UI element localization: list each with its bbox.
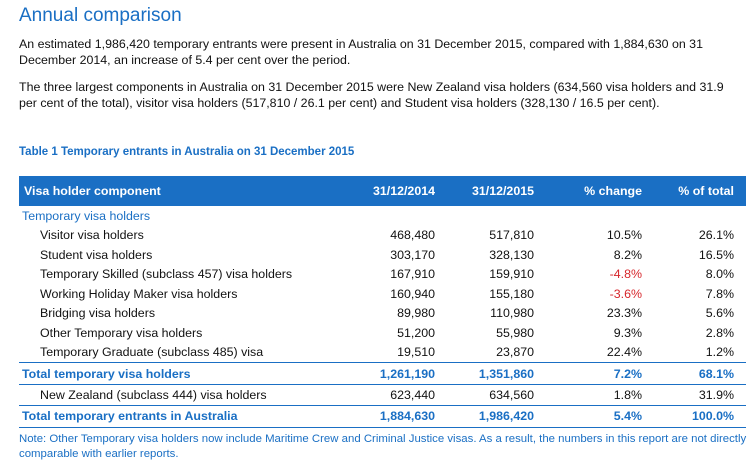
table-row: New Zealand (subclass 444) visa holders … xyxy=(19,385,746,406)
value-2015: 1,351,860 xyxy=(435,362,534,385)
temporary-entrants-table: Visa holder component 31/12/2014 31/12/2… xyxy=(19,176,746,428)
value-share: 1.2% xyxy=(705,345,734,360)
value-share: 100.0% xyxy=(642,404,746,428)
value-2014: 51,200 xyxy=(397,325,435,340)
row-label: Temporary Graduate (subclass 485) visa xyxy=(40,345,264,360)
value-2015: 110,980 xyxy=(490,306,534,321)
value-2015: 517,810 xyxy=(489,228,534,243)
table-row: Temporary Graduate (subclass 485) visa 1… xyxy=(19,343,746,363)
value-2014: 19,510 xyxy=(397,345,435,360)
value-2014: 167,910 xyxy=(390,267,435,282)
value-2014: 160,940 xyxy=(390,286,435,301)
value-change: -4.8% xyxy=(609,267,642,282)
value-share: 16.5% xyxy=(698,247,734,262)
row-label: Working Holiday Maker visa holders xyxy=(40,286,238,301)
value-2015: 159,910 xyxy=(489,267,534,282)
table-row: Student visa holders 303,170 328,130 8.2… xyxy=(19,245,746,265)
section-row: Temporary visa holders xyxy=(19,206,746,226)
value-2014: 468,480 xyxy=(390,228,435,243)
row-label: Total temporary entrants in Australia xyxy=(19,404,336,428)
table-row: Other Temporary visa holders 51,200 55,9… xyxy=(19,323,746,343)
row-label: New Zealand (subclass 444) visa holders xyxy=(40,387,267,402)
value-2014: 1,884,630 xyxy=(336,404,435,428)
section-label: Temporary visa holders xyxy=(22,208,151,223)
table-note: Note: Other Temporary visa holders now i… xyxy=(19,433,747,460)
value-2015: 1,986,420 xyxy=(435,404,534,428)
table-caption: Table 1 Temporary entrants in Australia … xyxy=(19,146,355,158)
value-change: 9.3% xyxy=(613,325,642,340)
table-header-row: Visa holder component 31/12/2014 31/12/2… xyxy=(19,176,746,206)
value-change: 8.2% xyxy=(613,247,642,262)
row-label: Student visa holders xyxy=(40,247,153,262)
value-2015: 55,980 xyxy=(496,325,534,340)
value-change: -3.6% xyxy=(609,286,642,301)
table-row: Working Holiday Maker visa holders 160,9… xyxy=(19,284,746,304)
table-row: Temporary Skilled (subclass 457) visa ho… xyxy=(19,265,746,285)
value-2014: 623,440 xyxy=(390,387,435,402)
subtotal-row: Total temporary visa holders 1,261,190 1… xyxy=(19,362,746,385)
header-change: % change xyxy=(534,176,642,206)
value-2014: 1,261,190 xyxy=(336,362,435,385)
value-change: 7.2% xyxy=(534,362,642,385)
value-change: 10.5% xyxy=(606,228,642,243)
value-2015: 634,560 xyxy=(489,387,534,402)
header-2014: 31/12/2014 xyxy=(336,176,435,206)
value-share: 5.6% xyxy=(705,306,734,321)
value-share: 8.0% xyxy=(705,267,734,282)
table-row: Bridging visa holders 89,980 110,980 23.… xyxy=(19,304,746,324)
row-label: Other Temporary visa holders xyxy=(40,325,203,340)
table-row: Visitor visa holders 468,480 517,810 10.… xyxy=(19,226,746,246)
value-2015: 23,870 xyxy=(496,345,534,360)
value-share: 68.1% xyxy=(642,362,746,385)
value-2015: 155,180 xyxy=(489,286,534,301)
row-label: Bridging visa holders xyxy=(40,306,156,321)
row-label: Visitor visa holders xyxy=(40,228,144,243)
header-component: Visa holder component xyxy=(19,176,336,206)
value-share: 7.8% xyxy=(705,286,734,301)
page-title: Annual comparison xyxy=(19,5,182,26)
row-label: Total temporary visa holders xyxy=(19,362,336,385)
value-change: 23.3% xyxy=(606,306,642,321)
grand-total-row: Total temporary entrants in Australia 1,… xyxy=(19,404,746,428)
value-2014: 89,980 xyxy=(397,306,435,321)
value-2015: 328,130 xyxy=(489,247,534,262)
value-change: 1.8% xyxy=(613,387,642,402)
value-share: 2.8% xyxy=(705,325,734,340)
components-paragraph: The three largest components in Australi… xyxy=(19,80,724,110)
header-share: % of total xyxy=(642,176,746,206)
value-share: 31.9% xyxy=(698,387,734,402)
value-2014: 303,170 xyxy=(390,247,435,262)
row-label: Temporary Skilled (subclass 457) visa ho… xyxy=(40,267,293,282)
value-share: 26.1% xyxy=(698,228,734,243)
value-change: 5.4% xyxy=(534,404,642,428)
value-change: 22.4% xyxy=(606,345,642,360)
header-2015: 31/12/2015 xyxy=(435,176,534,206)
intro-paragraph: An estimated 1,986,420 temporary entrant… xyxy=(19,37,703,67)
